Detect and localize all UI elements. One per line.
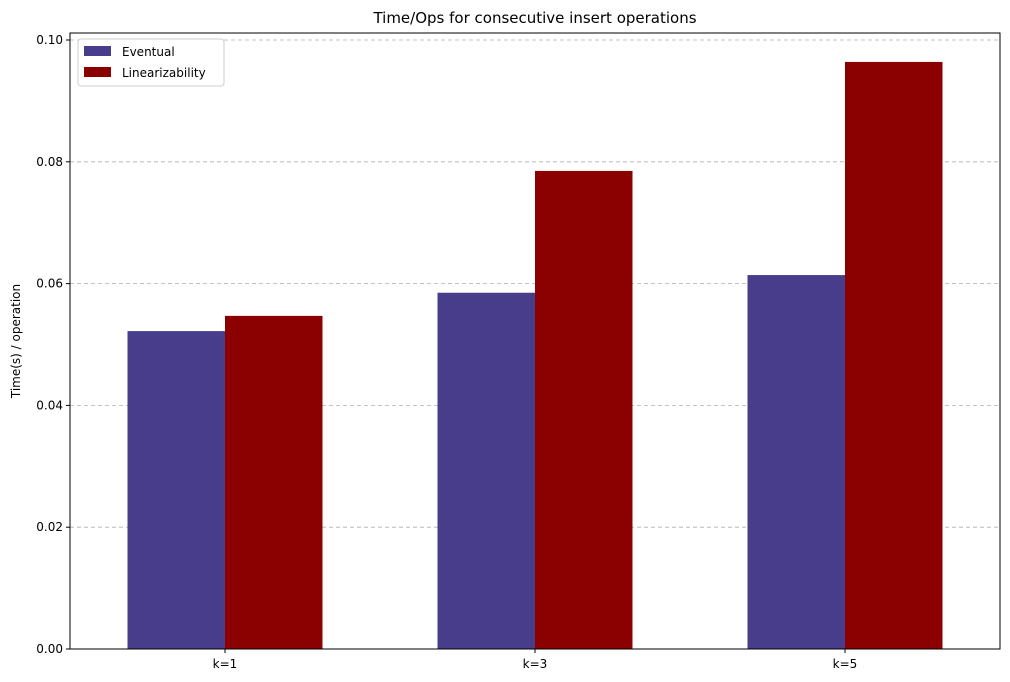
- bar-linearizability-k3: [535, 170, 633, 649]
- legend-label: Linearizability: [122, 66, 206, 80]
- y-axis-label: Time(s) / operation: [9, 284, 23, 399]
- bar-linearizability-k5: [845, 61, 943, 649]
- bar-eventual-k5: [747, 275, 845, 649]
- legend-swatch: [84, 67, 111, 77]
- y-tick-label: 0.02: [36, 520, 63, 534]
- y-tick-label: 0.00: [36, 642, 63, 656]
- legend: Eventual Linearizability: [77, 38, 225, 87]
- x-tick-label: k=1: [213, 657, 238, 671]
- x-axis: k=1 k=3 k=5: [213, 649, 858, 671]
- y-tick-label: 0.10: [36, 33, 63, 47]
- legend-label: Eventual: [122, 45, 175, 59]
- legend-swatch: [84, 46, 111, 56]
- legend-frame: [77, 38, 225, 87]
- bars: [127, 61, 943, 649]
- x-tick-label: k=3: [523, 657, 548, 671]
- y-tick-label: 0.04: [36, 398, 63, 412]
- x-tick-label: k=5: [833, 657, 858, 671]
- bar-eventual-k1: [127, 331, 225, 649]
- y-tick-label: 0.06: [36, 277, 63, 291]
- y-tick-label: 0.08: [36, 155, 63, 169]
- y-axis: 0.00 0.02 0.04 0.06 0.08 0.10: [36, 33, 70, 656]
- bar-linearizability-k1: [225, 315, 323, 649]
- bar-eventual-k3: [437, 292, 535, 649]
- chart-title: Time/Ops for consecutive insert operatio…: [372, 9, 696, 27]
